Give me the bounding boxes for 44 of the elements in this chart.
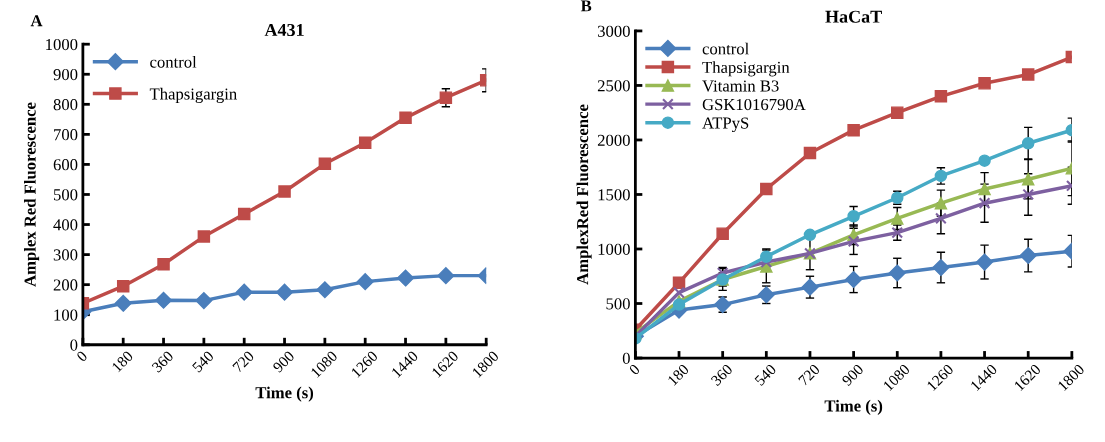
legend-label: Vitamin B3 bbox=[702, 80, 779, 92]
y-tick-label: 500 bbox=[606, 298, 630, 310]
legend-label: control bbox=[150, 55, 197, 68]
y-tick-label: 1000 bbox=[46, 38, 78, 51]
x-tick-label: 720 bbox=[232, 350, 255, 373]
y-tick-label: 700 bbox=[54, 129, 78, 141]
x-tick-label: 900 bbox=[272, 350, 295, 374]
y-tick-label: 100 bbox=[54, 309, 78, 321]
chart-title: HaCaT bbox=[825, 10, 882, 23]
y-tick-label: 1000 bbox=[598, 243, 630, 255]
y-tick-label: 200 bbox=[53, 279, 78, 291]
y-tick-label: 600 bbox=[53, 159, 78, 171]
legend-label: Thapsigargin bbox=[702, 61, 790, 77]
text: A bbox=[30, 15, 43, 27]
x-axis-title: Time (s) bbox=[255, 386, 314, 402]
x-tick-label: 180 bbox=[111, 350, 134, 373]
x-tick-label: 720 bbox=[797, 363, 821, 386]
x-tick-label: 0 bbox=[76, 350, 88, 363]
x-axis-title: Time (s) bbox=[824, 399, 883, 415]
legend-label: Thapsigargin bbox=[149, 87, 237, 104]
x-tick-label: 900 bbox=[841, 363, 865, 387]
y-tick-label: 500 bbox=[53, 189, 78, 201]
y-tick-label: 0 bbox=[70, 339, 78, 351]
x-tick-label: 540 bbox=[191, 350, 215, 373]
x-tick-label: 360 bbox=[151, 350, 174, 373]
x-tick-label: 360 bbox=[710, 363, 734, 387]
x-tick-label: 0 bbox=[628, 363, 641, 376]
y-tick-label: 2500 bbox=[597, 80, 630, 92]
y-tick-label: 400 bbox=[53, 219, 78, 231]
y-tick-label: 900 bbox=[53, 68, 78, 81]
chart-title: A431 bbox=[264, 23, 304, 37]
y-axis-title: AmplexRed Fluorescence bbox=[576, 104, 592, 285]
y-tick-label: 1500 bbox=[598, 189, 630, 201]
legend-label: GSK1016790A bbox=[702, 98, 806, 111]
text: B bbox=[580, 0, 592, 12]
y-tick-label: 800 bbox=[53, 99, 78, 111]
y-tick-label: 3000 bbox=[597, 25, 630, 37]
legend-label: control bbox=[702, 42, 749, 55]
y-axis-title: Amplex Red Fluorescence bbox=[24, 102, 40, 287]
legend-label: ATPyS bbox=[702, 117, 749, 133]
y-tick-label: 2000 bbox=[597, 134, 630, 146]
x-tick-label: 180 bbox=[667, 363, 690, 386]
y-tick-label: 300 bbox=[53, 249, 78, 261]
x-tick-label: 540 bbox=[754, 363, 777, 387]
